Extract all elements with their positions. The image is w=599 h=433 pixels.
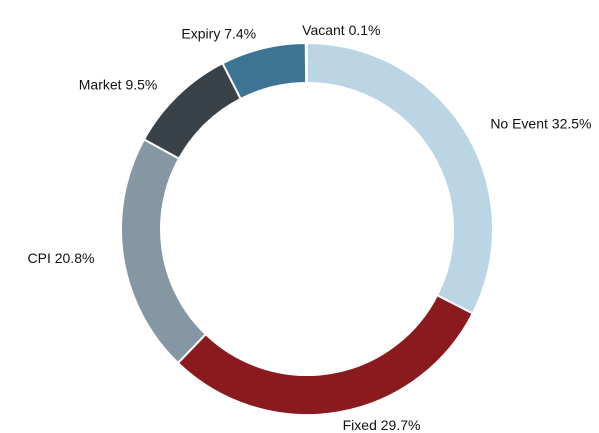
slice-label: No Event 32.5% [490,115,591,131]
donut-slice [304,41,308,85]
slice-name: Vacant [302,22,345,38]
donut-slice [120,138,208,365]
slice-name: CPI [28,250,51,266]
slice-name: Market [79,76,122,92]
donut-slice [306,41,494,315]
slice-value: 32.5% [552,115,592,131]
slice-label: CPI 20.8% [28,250,95,266]
slice-label: Expiry 7.4% [181,25,256,41]
slice-name: Fixed [343,417,377,433]
slice-value: 0.1% [349,22,381,38]
slice-label: Fixed 29.7% [343,417,421,433]
slice-value: 9.5% [125,76,157,92]
slice-value: 20.8% [55,250,95,266]
slice-value: 7.4% [224,25,256,41]
slice-name: No Event [490,115,548,131]
donut-slice [176,293,475,416]
slice-name: Expiry [181,25,220,41]
slice-value: 29.7% [381,417,421,433]
donut-slice [142,61,243,161]
slice-label: Market 9.5% [79,76,158,92]
slice-label: Vacant 0.1% [302,22,380,38]
